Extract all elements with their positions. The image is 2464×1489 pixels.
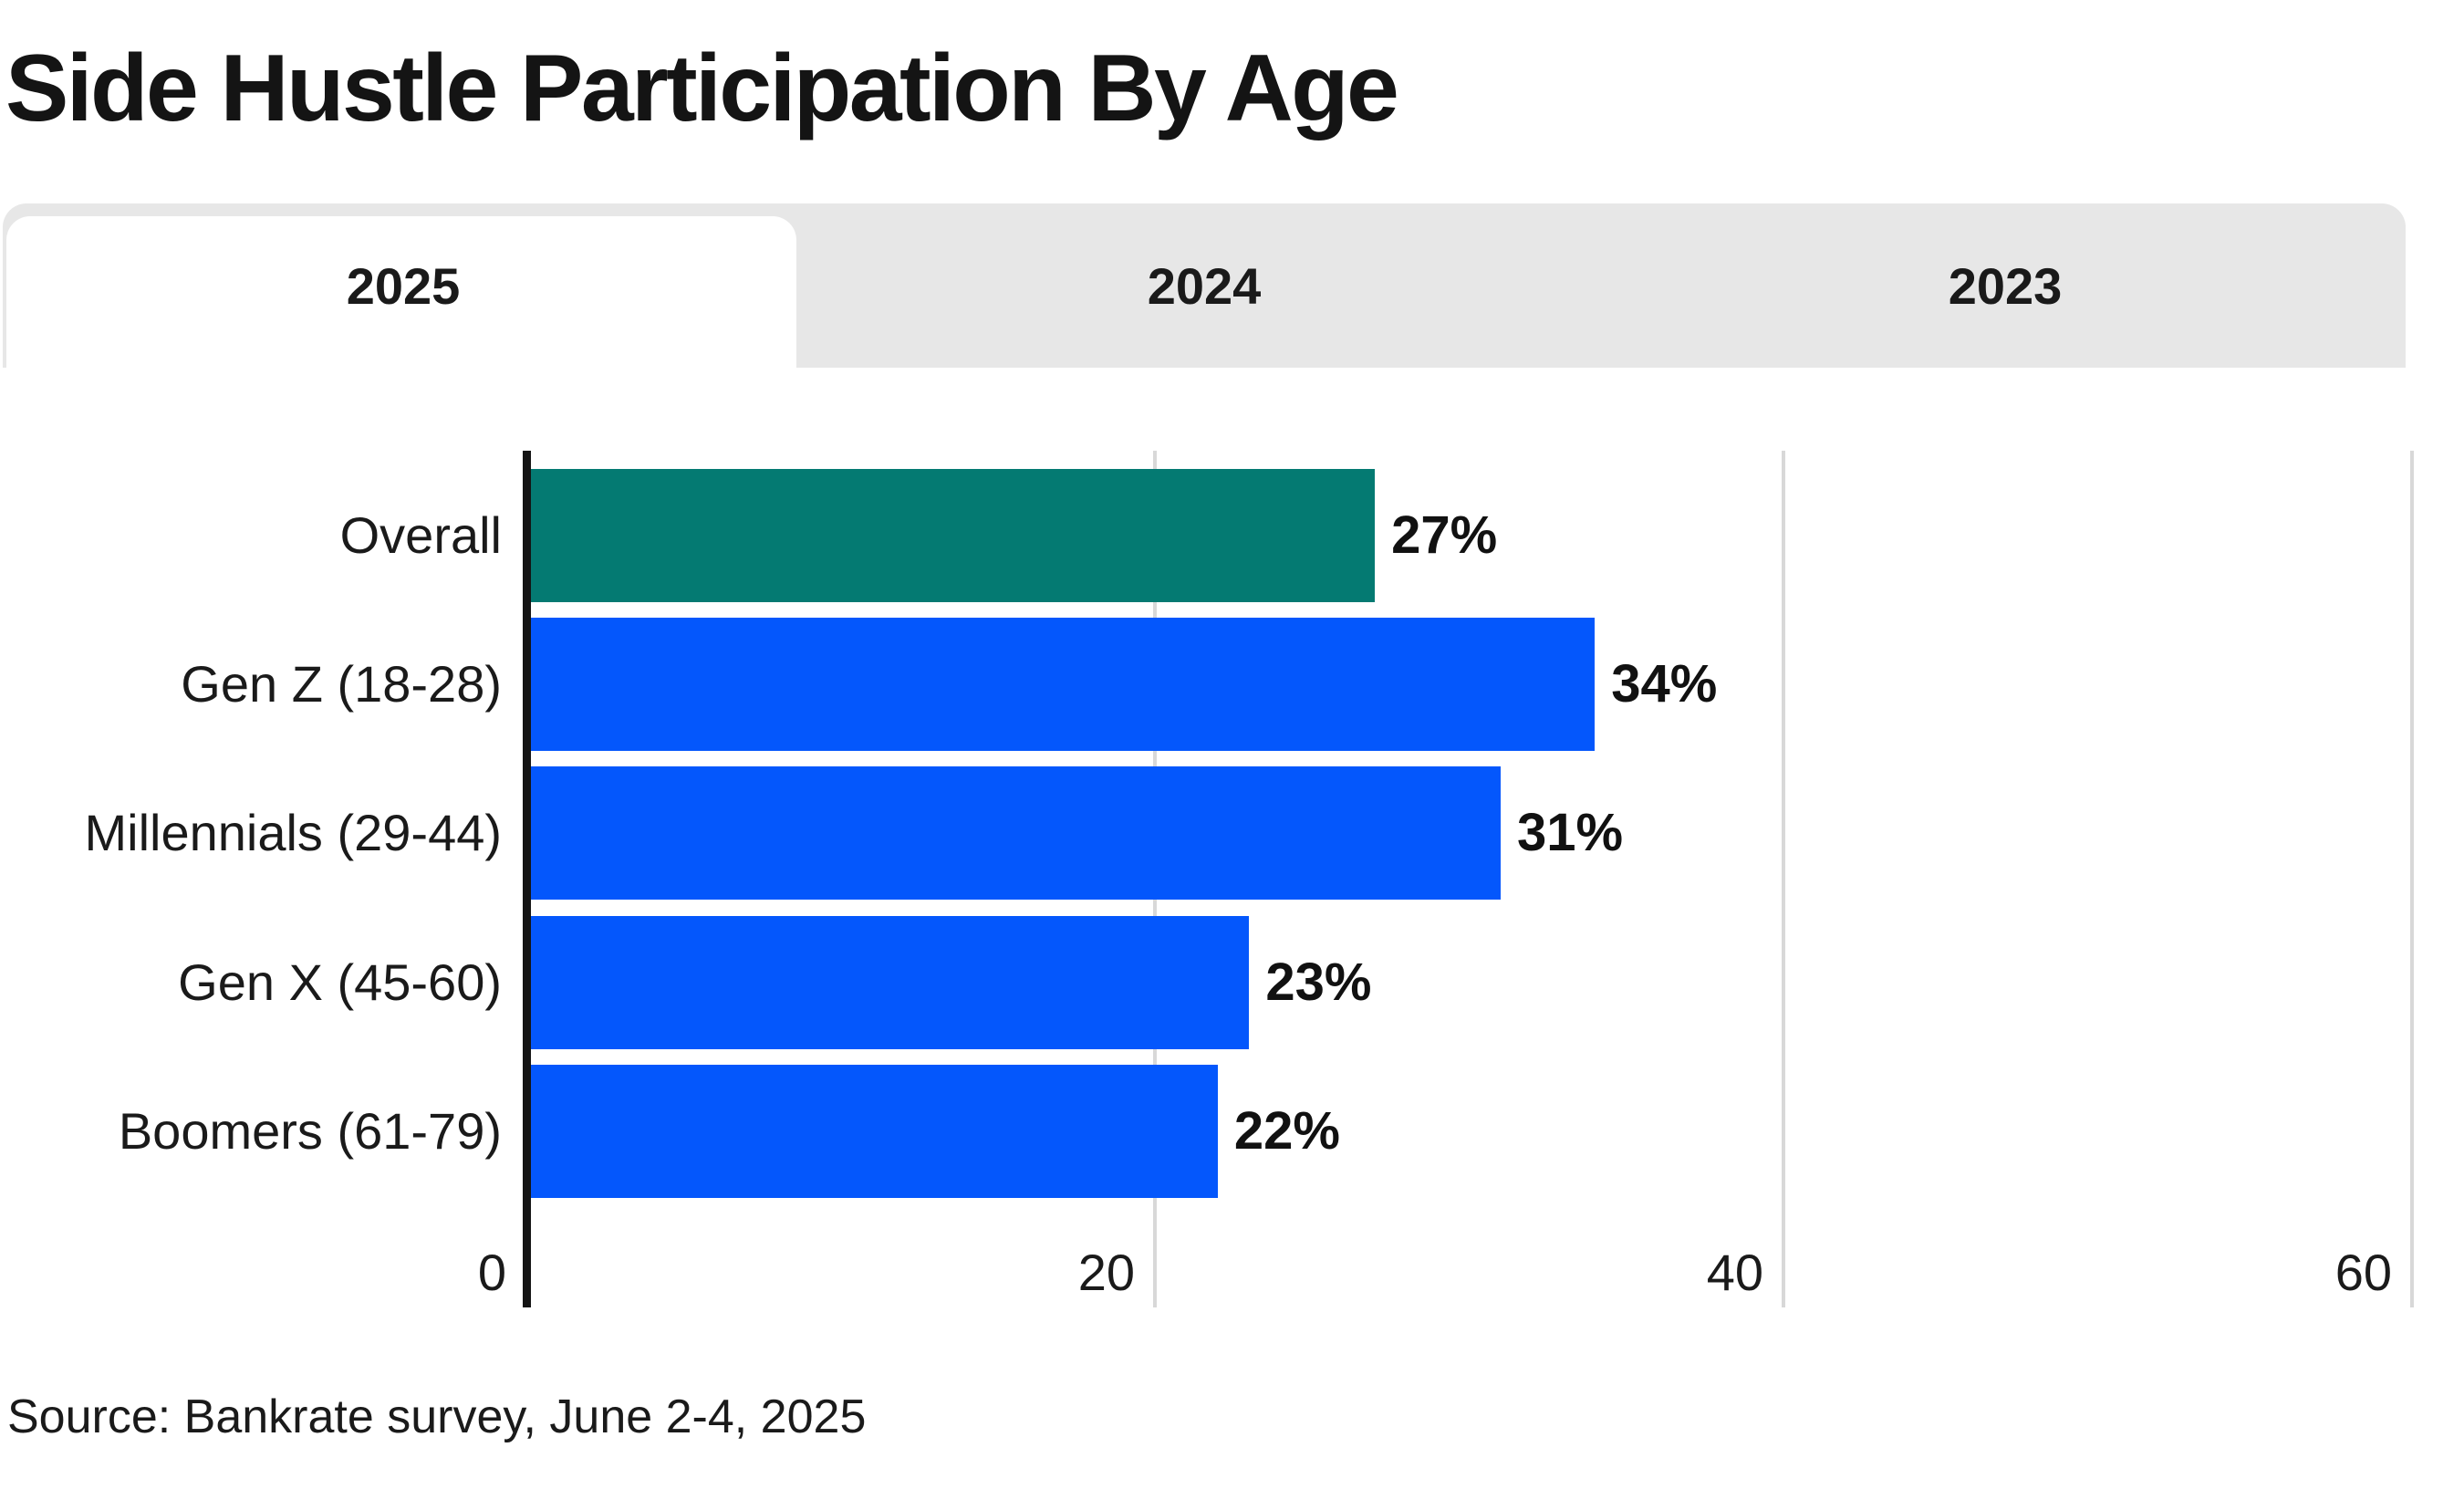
category-label: Boomers (61-79): [118, 1101, 502, 1160]
category-label: Overall: [339, 506, 502, 564]
gridline: [2410, 451, 2414, 1307]
bar: [526, 1064, 1218, 1198]
tab-label: 2025: [346, 256, 461, 315]
bar: [526, 915, 1250, 1049]
tab-2024[interactable]: 2024: [804, 203, 1605, 368]
bar-value-label: 31%: [1516, 803, 1624, 863]
tab-2025[interactable]: 2025: [3, 203, 804, 379]
page-title: Side Hustle Participation By Age: [5, 36, 1399, 141]
tab-2023[interactable]: 2023: [1605, 203, 2406, 368]
category-label: Gen X (45-60): [178, 953, 502, 1011]
bar-value-label: 23%: [1265, 952, 1372, 1012]
axis-tick-label: 0: [477, 1244, 506, 1301]
bar-value-label: 27%: [1391, 505, 1498, 565]
axis-tick-label: 20: [1077, 1244, 1135, 1301]
bar: [526, 766, 1501, 901]
tab-label: 2023: [1948, 256, 2063, 315]
year-tab-bar: 2025 2024 2023: [3, 203, 2406, 379]
category-label: Millennials (29-44): [84, 804, 502, 862]
y-axis-line: [523, 451, 531, 1307]
bar: [526, 469, 1376, 602]
active-tab-background: [6, 216, 796, 379]
bar-value-label: 34%: [1611, 654, 1718, 714]
axis-tick-label: 40: [1706, 1244, 1763, 1301]
category-label: Gen Z (18-28): [181, 655, 502, 713]
axis-tick-label: 60: [2334, 1244, 2392, 1301]
bar: [526, 618, 1596, 752]
source-note: Source: Bankrate survey, June 2-4, 2025: [7, 1390, 867, 1443]
gridline: [1782, 451, 1785, 1307]
bar-value-label: 22%: [1233, 1100, 1340, 1161]
tab-label: 2024: [1147, 256, 1262, 315]
